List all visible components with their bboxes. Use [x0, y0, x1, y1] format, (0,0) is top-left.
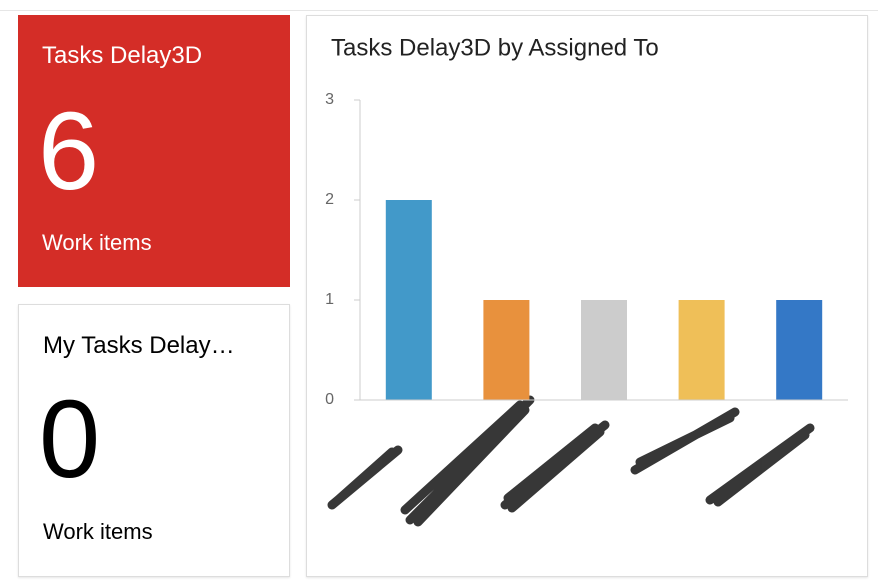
redaction — [327, 395, 815, 527]
chart-tile[interactable] — [306, 15, 868, 577]
tile-title: Tasks Delay3D — [42, 42, 203, 69]
tile-count: 0 — [39, 378, 101, 501]
bar — [483, 300, 530, 400]
bar — [581, 300, 627, 400]
y-tick-label: 2 — [325, 191, 334, 208]
chart-title: Tasks Delay3D by Assigned To — [331, 34, 659, 61]
y-tick-label: 0 — [325, 391, 334, 408]
bar — [678, 300, 725, 400]
bar — [776, 300, 823, 400]
tile-count: 6 — [38, 90, 100, 213]
tile-subtitle: Work items — [42, 230, 152, 255]
y-tick-label: 1 — [325, 291, 334, 308]
tile-title: My Tasks Delay… — [43, 332, 235, 359]
tile-subtitle: Work items — [43, 519, 153, 544]
y-tick-label: 3 — [325, 91, 334, 108]
count-tile[interactable]: My Tasks Delay… 0 Work items — [18, 304, 290, 577]
divider — [0, 10, 878, 11]
bar — [385, 200, 432, 400]
count-tile[interactable]: Tasks Delay3D 6 Work items — [18, 15, 290, 287]
